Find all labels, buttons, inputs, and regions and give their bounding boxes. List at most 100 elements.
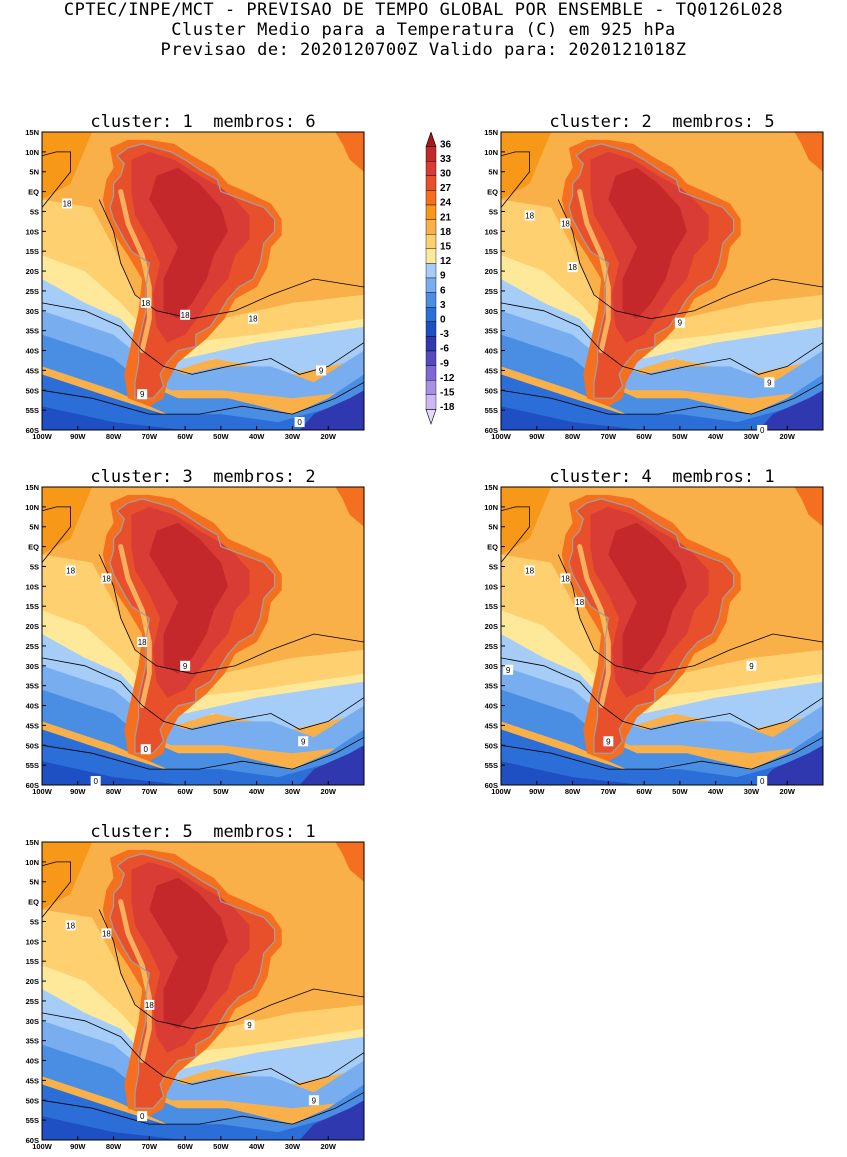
lat-label: 30S (26, 662, 39, 671)
contour-label-box (603, 736, 614, 747)
colorbar-segment (425, 292, 437, 308)
lon-label: 60W (636, 432, 652, 441)
lon-label: 30W (285, 1142, 301, 1151)
lat-label: 10S (26, 937, 39, 946)
panel-title: cluster: 1 membros: 6 (90, 112, 316, 132)
contour-0 (41, 381, 365, 415)
coastline (109, 498, 276, 754)
contour-label: 9 (247, 1021, 252, 1030)
lat-label: 25S (485, 287, 498, 296)
contour-label: 18 (561, 574, 570, 583)
coastline (109, 853, 276, 1109)
band-21-24-pacific (501, 132, 552, 200)
lat-label: 60S (26, 426, 39, 435)
colorbar-arrow-top (425, 132, 437, 147)
band-21-24-pacific (42, 132, 93, 200)
lon-label: 20W (780, 787, 796, 796)
contour-label: 9 (506, 666, 511, 675)
contour-label: 18 (145, 1001, 154, 1010)
lon-label: 100W (32, 787, 53, 796)
lat-label: EQ (28, 898, 39, 907)
colorbar-segment (425, 248, 437, 264)
contour-18 (98, 199, 365, 320)
lat-label: 45S (26, 366, 39, 375)
contour-label-box (503, 664, 514, 675)
colorbar-label: 3 (440, 300, 446, 311)
band-0-3 (42, 729, 364, 785)
lat-label: 10S (26, 582, 39, 591)
lon-label: 90W (529, 787, 545, 796)
lat-label: 55S (26, 406, 39, 415)
colorbar-label: 18 (440, 227, 452, 238)
contour-label: 0 (760, 426, 765, 435)
lat-label: 10N (484, 148, 498, 157)
panel-title: cluster: 2 membros: 5 (549, 112, 775, 132)
colorbar-segment (425, 306, 437, 322)
lon-label: 80W (565, 432, 581, 441)
colorbar-label: 36 (440, 139, 452, 150)
lat-label: 40S (26, 1057, 39, 1066)
lat-label: 5N (29, 878, 39, 887)
contour-label-box (560, 573, 571, 584)
contour-label-box (144, 999, 155, 1010)
contour-18-north (500, 506, 531, 563)
colorbar-label: 12 (440, 256, 452, 267)
band-6-9 (501, 310, 823, 399)
contour-label: 18 (141, 299, 150, 308)
contour-9 (500, 657, 824, 730)
band-0-3 (42, 374, 364, 430)
contour-label-box (140, 297, 151, 308)
contour-label: 9 (606, 737, 611, 746)
africa-warm-fill (335, 842, 364, 882)
lat-label: 5N (29, 168, 39, 177)
band-0-3 (501, 729, 823, 785)
contour-label-box (757, 425, 768, 435)
band-21-24-pacific (42, 842, 93, 910)
lon-label: 40W (249, 1142, 265, 1151)
lat-label: 20S (26, 267, 39, 276)
colorbar-label: -12 (440, 373, 455, 384)
lat-label: 30S (485, 307, 498, 316)
map-frame (41, 841, 365, 1141)
land-band-33-36 (149, 522, 228, 674)
contour-label-box (101, 573, 112, 584)
band-minus3-0 (42, 406, 186, 430)
contour-label-box (244, 1019, 255, 1030)
contour-18-north (41, 861, 72, 918)
colorbar-segment (425, 336, 437, 352)
panel-title: cluster: 3 membros: 2 (90, 467, 316, 487)
lon-label: 40W (249, 432, 265, 441)
lat-label: 55S (485, 406, 498, 415)
lon-label: 70W (601, 787, 617, 796)
land-band-33-36 (149, 877, 228, 1029)
contour-label: 18 (102, 574, 111, 583)
contour-label-box (674, 317, 685, 328)
lat-label: 15S (485, 247, 498, 256)
andes-cool-strip (577, 189, 611, 353)
coastline (568, 143, 735, 399)
lat-label: 10N (25, 858, 39, 867)
contour-label: 9 (312, 1096, 317, 1105)
contour-label: 9 (678, 319, 683, 328)
lon-label: 20W (321, 787, 337, 796)
lat-label: 50S (26, 741, 39, 750)
contour-label-box (180, 660, 191, 671)
contour-label: 0 (760, 777, 765, 786)
lat-label: 10S (485, 227, 498, 236)
lat-label: 15N (484, 483, 498, 492)
colorbar-label: 24 (440, 198, 452, 209)
lat-label: 20S (26, 622, 39, 631)
colorbar-segment (425, 175, 437, 191)
band-minus6-minus3 (758, 745, 823, 785)
map-canvas: 18 18 18 18 9 9 0 15N 10N 5N EQ 5S 10S 15S 20S 25S 30S 35… (25, 128, 365, 441)
colorbar-label: 9 (440, 271, 446, 282)
colorbar-segment (425, 219, 437, 235)
lat-label: 55S (485, 761, 498, 770)
contour-label: 18 (63, 200, 72, 209)
band-6-9 (42, 1020, 364, 1109)
colorbar-segment (425, 365, 437, 381)
lon-label: 100W (32, 1142, 53, 1151)
lat-label: 30S (485, 662, 498, 671)
lon-label: 90W (70, 432, 86, 441)
